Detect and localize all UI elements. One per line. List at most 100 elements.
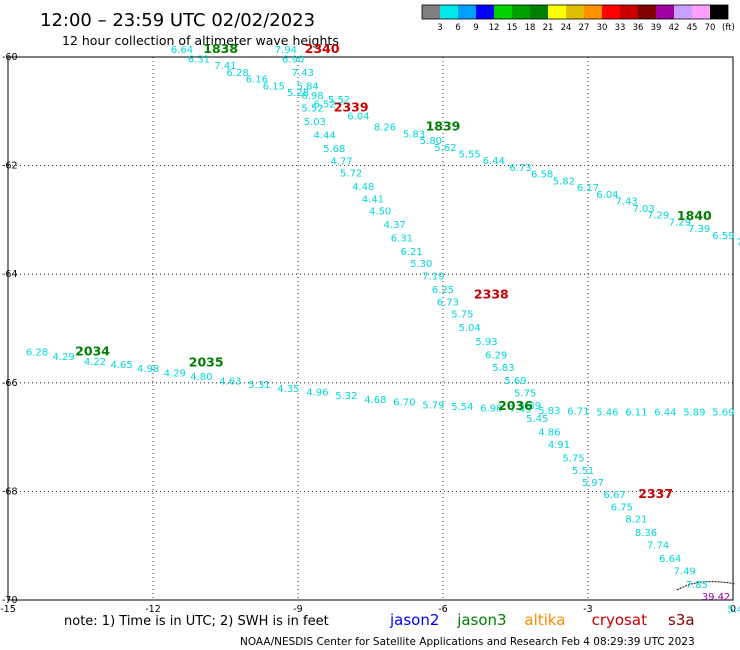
- satellite-name-s3a: s3a: [668, 611, 695, 629]
- satellite-name-cryosat: cryosat: [592, 611, 647, 629]
- swh-value-label: 5.83: [492, 363, 514, 374]
- colorbar-swatch: [656, 5, 674, 19]
- swh-value-label: 7.39: [688, 224, 710, 235]
- swh-value-label: 4.96: [306, 387, 328, 398]
- swh-value-label: 4.68: [364, 395, 386, 406]
- colorbar-tick-label: 42: [669, 23, 680, 33]
- swh-value-label: 6.29: [485, 350, 507, 361]
- pass-time-label: 2034: [75, 344, 110, 359]
- pass-time-label: 1839: [426, 118, 461, 133]
- swh-value-label: 5.72: [340, 168, 362, 179]
- swh-value-label: 5.55: [458, 149, 480, 160]
- credit-text: NOAA/NESDIS Center for Satellite Applica…: [240, 636, 695, 648]
- swh-value-label: 6.73: [437, 298, 459, 309]
- colorbar-swatch: [638, 5, 656, 19]
- swh-value-label: 5.79: [422, 400, 444, 411]
- colorbar-legend: 3 6 9 12 15 18 21 24 27 30 33 36 39 42 45 70 (ft): [421, 4, 735, 33]
- swh-value-label: 4.91: [548, 440, 570, 451]
- y-tick-label: -68: [2, 486, 18, 497]
- swh-value-label: 5.97: [582, 478, 604, 489]
- coastline: [676, 581, 736, 591]
- grid: [8, 57, 733, 600]
- colorbar-tick-label: 39: [651, 23, 662, 33]
- swh-value-label: 7.41: [214, 61, 236, 72]
- y-tick-label: -66: [2, 378, 18, 389]
- swh-value-label: 8.26: [374, 122, 396, 133]
- swh-value-label: 5.75: [514, 388, 536, 399]
- swh-value-label: 7.49: [674, 566, 696, 577]
- swh-value-label: 5.28: [287, 88, 309, 99]
- swh-value-label: 5.68: [323, 144, 345, 155]
- colorbar-swatch: [440, 5, 458, 19]
- swh-value-label: 6.16: [246, 75, 268, 86]
- pass-time-label: 2340: [305, 41, 340, 56]
- pass-time-label: 2036: [498, 398, 533, 413]
- swh-value-label: 6.21: [400, 247, 422, 258]
- pass-time-label: 2337: [638, 486, 673, 501]
- colorbar-swatch: [458, 5, 476, 19]
- x-tick-label: -6: [438, 604, 447, 615]
- satellite-name-altika: altika: [524, 611, 565, 629]
- swh-value-label: 5.04: [458, 323, 480, 334]
- x-tick-label: -15: [0, 604, 16, 615]
- x-tick-label: -12: [145, 604, 161, 615]
- y-tick-label: -60: [2, 52, 18, 63]
- swh-value-label: 5.82: [553, 177, 575, 188]
- swh-value-label: 6.15: [263, 82, 285, 93]
- colorbar-swatch: [548, 5, 566, 19]
- swh-value-label: 5.54: [451, 402, 473, 413]
- colorbar-tick-label: 9: [473, 23, 478, 33]
- colorbar-swatch: [494, 5, 512, 19]
- swh-value-label: 5.93: [475, 337, 497, 348]
- swh-value-label: 5.62: [434, 143, 456, 154]
- swh-value-label: 4.29: [52, 352, 74, 363]
- swh-value-label: 5.69: [712, 407, 734, 418]
- colorbar-swatch: [422, 5, 440, 19]
- colorbar-swatch: [566, 5, 584, 19]
- colorbar-swatch: [710, 5, 728, 19]
- colorbar-tick-label: 24: [561, 23, 572, 33]
- colorbar-tick-label: 45: [687, 23, 698, 33]
- swh-value-label: 6.64: [171, 45, 193, 56]
- colorbar-swatch: [476, 5, 494, 19]
- swh-value-label: 4.65: [110, 360, 132, 371]
- colorbar-tick-label: 27: [579, 23, 590, 33]
- swh-value-label: 7.29: [647, 210, 669, 221]
- swh-value-label: 7.17: [736, 237, 740, 248]
- satellite-legend: jason2 jason3 altika cryosat s3a: [389, 611, 695, 629]
- swh-value-label: 5.89: [683, 407, 705, 418]
- swh-value-label: 5.84: [297, 82, 319, 93]
- swh-value-label: 7.45: [509, 405, 531, 416]
- axis-ticks: -15 -12 -9 -6 -3 0 -60 -62 -64 -66 -68 -70: [0, 52, 736, 615]
- swh-value-label: 6.98: [301, 91, 323, 102]
- x-tick-label: 0: [730, 604, 736, 615]
- swh-value-label: 4.41: [362, 195, 384, 206]
- swh-value-label: 5.45: [526, 414, 548, 425]
- swh-value-label: 6.98: [480, 404, 502, 415]
- colorbar-swatch: [674, 5, 692, 19]
- swh-value-label: 6.28: [26, 348, 48, 359]
- x-tick-label: -3: [583, 604, 592, 615]
- swh-value-label: 5.30: [410, 259, 432, 270]
- swh-value-label: 6.58: [531, 170, 553, 181]
- colorbar-swatch: [602, 5, 620, 19]
- colorbar-tick-label: 18: [525, 23, 536, 33]
- swh-value-label: 4.80: [190, 372, 212, 383]
- swh-value-label: 6.31: [391, 234, 413, 245]
- swh-value-label: 7.03: [632, 204, 654, 215]
- chart-subtitle: 12 hour collection of altimeter wave hei…: [62, 33, 339, 48]
- swh-value-label: 4.86: [538, 427, 560, 438]
- swh-value-label: 6.90: [282, 54, 304, 65]
- swh-value-label: 5.52: [301, 103, 323, 114]
- swh-value-label: 4.63: [219, 376, 241, 387]
- colorbar-swatch: [620, 5, 638, 19]
- swh-value-label: 7.19: [422, 272, 444, 283]
- swh-value-label: 4.35: [277, 384, 299, 395]
- swh-value-label: 7.74: [647, 540, 669, 551]
- swh-value-label: 7.94: [275, 45, 297, 56]
- swh-value-label: 5.80: [420, 136, 442, 147]
- colorbar-swatch: [512, 5, 530, 19]
- swh-value-label: 6.70: [393, 398, 415, 409]
- swh-value-label: 5.69: [504, 376, 526, 387]
